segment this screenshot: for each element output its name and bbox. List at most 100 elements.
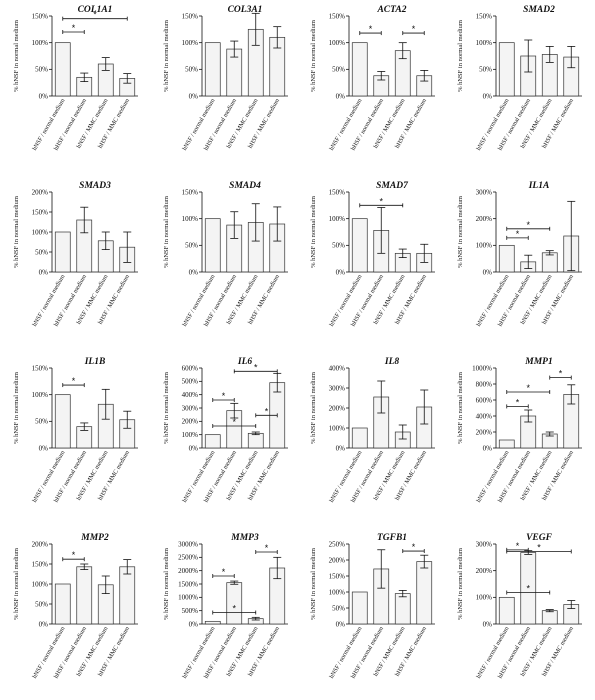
y-tick-label: 300% bbox=[182, 404, 199, 412]
y-tick-label: 150% bbox=[32, 364, 49, 372]
y-tick-label: 0% bbox=[483, 92, 493, 100]
panel-title: IL1B bbox=[84, 357, 106, 367]
y-axis-label: % hNSF in normal medium bbox=[13, 548, 20, 620]
panel-col3a1: COL3A1 % hNSF in normal medium 0% 50% 100% 15… bbox=[163, 5, 288, 152]
panel-title: IL8 bbox=[384, 357, 400, 367]
y-tick-label: 0% bbox=[189, 92, 199, 100]
y-tick-label: 100% bbox=[329, 588, 346, 596]
y-axis-label: % hNSF in normal medium bbox=[457, 548, 464, 620]
y-tick-label: 0% bbox=[483, 620, 493, 628]
y-tick-label: 0% bbox=[39, 620, 49, 628]
significance-star: * bbox=[369, 24, 373, 34]
significance-star: * bbox=[559, 369, 563, 379]
panel-title: MMP2 bbox=[80, 533, 109, 543]
y-axis-label: % hNSF in normal medium bbox=[310, 20, 317, 92]
panel-title: MMP3 bbox=[230, 533, 259, 543]
y-tick-label: 0% bbox=[336, 444, 346, 452]
bar-1 bbox=[204, 218, 221, 273]
panel-title: ACTA2 bbox=[376, 5, 406, 15]
significance-star: * bbox=[222, 391, 226, 401]
significance-star: * bbox=[526, 220, 530, 230]
y-tick-label: 50% bbox=[332, 66, 345, 74]
panel-smad7: SMAD7 % hNSF in normal medium 0% 50% 100% 150… bbox=[310, 181, 435, 328]
significance-star: * bbox=[72, 23, 76, 33]
y-tick-label: 600% bbox=[182, 364, 199, 372]
y-tick-label: 300% bbox=[329, 384, 346, 392]
bar-1 bbox=[351, 427, 368, 449]
significance-star: * bbox=[379, 196, 383, 206]
y-tick-label: 0% bbox=[483, 444, 493, 452]
bar-1 bbox=[54, 42, 71, 97]
significance-star: * bbox=[232, 417, 236, 427]
panel-title: IL1A bbox=[528, 181, 550, 191]
y-tick-label: 0% bbox=[39, 92, 49, 100]
y-tick-label: 200% bbox=[329, 404, 346, 412]
y-tick-label: 150% bbox=[329, 572, 346, 580]
panel-smad4: SMAD4 % hNSF in normal medium 0% 50% 100% 150… bbox=[163, 181, 288, 328]
bar-4 bbox=[119, 566, 136, 625]
panel-title: MMP1 bbox=[524, 357, 552, 367]
y-tick-label: 150% bbox=[32, 208, 49, 216]
y-axis-label: % hNSF in normal medium bbox=[13, 20, 20, 92]
bar-1 bbox=[351, 591, 368, 625]
significance-star: * bbox=[93, 10, 97, 20]
y-axis-label: % hNSF in normal medium bbox=[163, 196, 170, 268]
significance-star: * bbox=[516, 397, 520, 407]
significance-star: * bbox=[254, 362, 258, 372]
significance-star: * bbox=[72, 376, 76, 386]
panel-title: IL6 bbox=[237, 357, 253, 367]
panel-il6: IL6 % hNSF in normal medium 0% 100% 200% 300%… bbox=[163, 357, 288, 504]
panel-col1a1: COL1A1 % hNSF in normal medium 0% 50% 100% 15… bbox=[13, 5, 138, 152]
bar-3 bbox=[394, 593, 411, 625]
y-tick-label: 50% bbox=[332, 242, 345, 250]
y-tick-label: 100% bbox=[182, 215, 199, 223]
bar-1 bbox=[204, 434, 221, 449]
y-tick-label: 200% bbox=[182, 418, 199, 426]
y-tick-label: 100% bbox=[329, 39, 346, 47]
significance-star: * bbox=[265, 543, 269, 553]
y-tick-label: 250% bbox=[329, 540, 346, 548]
y-tick-label: 150% bbox=[329, 188, 346, 196]
y-tick-label: 50% bbox=[35, 66, 48, 74]
panel-vegf: VEGF % hNSF in normal medium 0% 100% 200% 300… bbox=[457, 533, 582, 680]
y-tick-label: 0% bbox=[189, 268, 199, 276]
panel-smad3: SMAD3 % hNSF in normal medium 0% 50% 100% 150… bbox=[13, 181, 138, 328]
panel-il1a: IL1A % hNSF in normal medium 0% 100% 200% 300… bbox=[457, 181, 582, 328]
bar-3 bbox=[541, 610, 558, 625]
panel-title: SMAD2 bbox=[523, 5, 555, 15]
y-axis-label: % hNSF in normal medium bbox=[163, 548, 170, 620]
y-axis-label: % hNSF in normal medium bbox=[457, 20, 464, 92]
significance-star: * bbox=[526, 383, 530, 393]
panel-mmp2: MMP2 % hNSF in normal medium 0% 50% 100% 150%… bbox=[13, 533, 138, 680]
y-tick-label: 1500% bbox=[178, 580, 198, 588]
y-tick-label: 150% bbox=[476, 12, 493, 20]
y-axis-label: % hNSF in normal medium bbox=[13, 196, 20, 268]
y-tick-label: 1000% bbox=[472, 364, 492, 372]
panel-tgfb1: TGFB1 % hNSF in normal medium 0% 50% 100% 150… bbox=[310, 533, 435, 680]
panel-title: SMAD4 bbox=[229, 181, 261, 191]
y-axis-label: % hNSF in normal medium bbox=[163, 20, 170, 92]
panel-mmp1: MMP1 % hNSF in normal medium 0% 200% 400% 600… bbox=[457, 357, 582, 504]
bar-1 bbox=[498, 596, 515, 625]
y-tick-label: 100% bbox=[32, 391, 49, 399]
bar-2 bbox=[76, 566, 93, 625]
y-tick-label: 400% bbox=[329, 364, 346, 372]
y-tick-label: 800% bbox=[476, 380, 493, 388]
y-tick-label: 200% bbox=[329, 556, 346, 564]
y-tick-label: 0% bbox=[39, 268, 49, 276]
y-tick-label: 3000% bbox=[178, 540, 198, 548]
significance-star: * bbox=[412, 24, 416, 34]
y-axis-label: % hNSF in normal medium bbox=[310, 548, 317, 620]
panel-title: SMAD3 bbox=[79, 181, 111, 191]
y-tick-label: 150% bbox=[32, 560, 49, 568]
y-tick-label: 500% bbox=[182, 607, 199, 615]
bar-1 bbox=[498, 42, 515, 97]
y-axis-label: % hNSF in normal medium bbox=[163, 372, 170, 444]
significance-star: * bbox=[72, 550, 76, 560]
y-tick-label: 50% bbox=[479, 66, 492, 74]
y-tick-label: 100% bbox=[329, 215, 346, 223]
panel-title: TGFB1 bbox=[377, 533, 407, 543]
bar-1 bbox=[54, 583, 71, 625]
significance-star: * bbox=[222, 567, 226, 577]
